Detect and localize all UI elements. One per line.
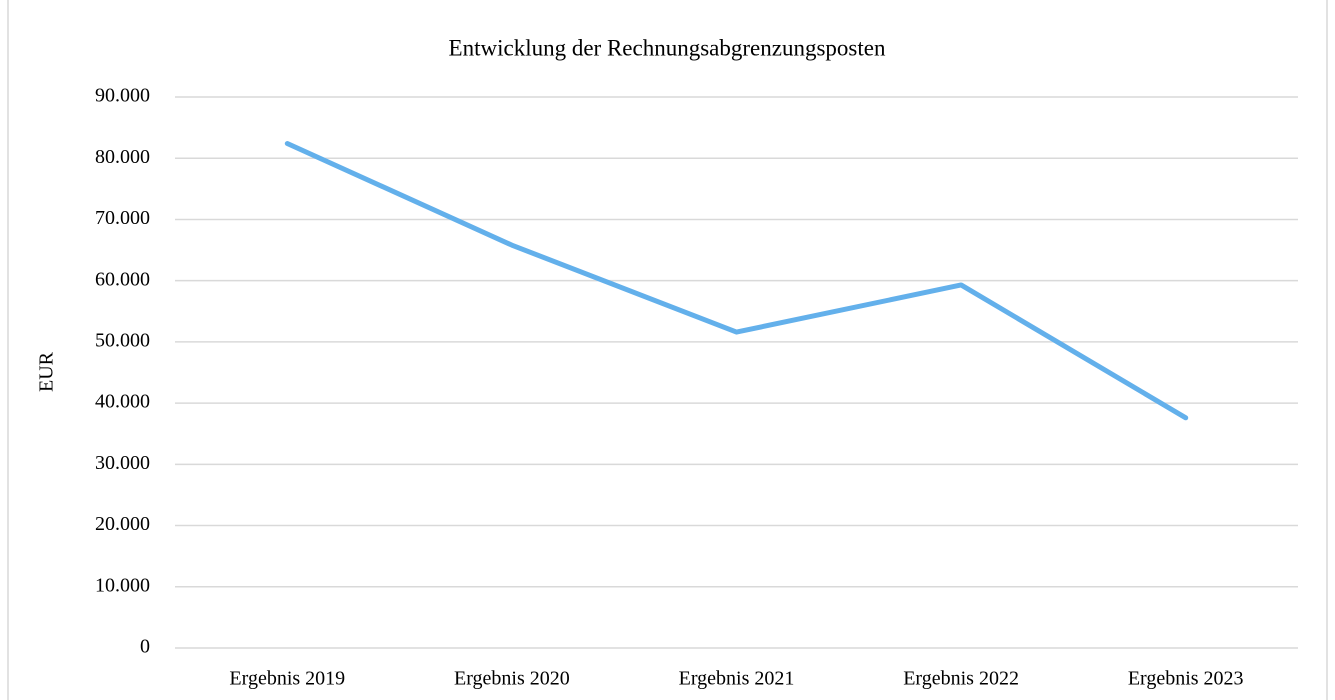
y-tick-label: 40.000 — [95, 391, 150, 413]
x-tick-label: Ergebnis 2020 — [454, 668, 570, 690]
data-line — [284, 141, 1189, 421]
y-tick-label: 0 — [140, 636, 150, 658]
y-tick-label: 20.000 — [95, 513, 150, 535]
x-tick-label: Ergebnis 2022 — [903, 668, 1019, 690]
y-axis-label: EUR — [36, 351, 58, 392]
chart-title: Entwicklung der Rechnungsabgrenzungspost… — [449, 35, 886, 60]
x-tick-label: Ergebnis 2019 — [229, 668, 345, 690]
x-tick-label: Ergebnis 2023 — [1128, 668, 1244, 690]
y-tick-label: 60.000 — [95, 268, 150, 290]
y-tick-label: 30.000 — [95, 452, 150, 474]
y-tick-label: 10.000 — [95, 574, 150, 596]
y-tick-label: 70.000 — [95, 207, 150, 229]
chart-frame — [7, 0, 1328, 700]
x-tick-label: Ergebnis 2021 — [679, 668, 795, 690]
y-tick-label: 80.000 — [95, 146, 150, 168]
y-tick-label: 90.000 — [95, 85, 150, 107]
y-tick-label: 50.000 — [95, 329, 150, 351]
